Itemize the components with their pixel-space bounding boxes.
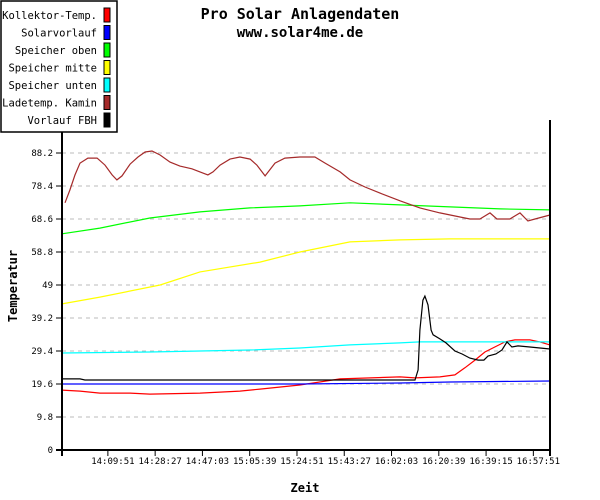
legend-label: Kollektor-Temp. [2,10,97,22]
y-tick-label: 78.4 [31,182,53,192]
x-tick-label: 16:39:15 [469,457,512,467]
series-speicher-unten [61,341,550,354]
y-tick-label: 29.4 [31,347,53,357]
series-kollektor-temp [61,339,551,395]
series-speicher-oben [61,202,551,235]
y-tick-label: 19.6 [31,380,53,390]
y-tick-label: 9.8 [37,413,53,423]
legend-swatch [103,77,111,93]
y-axis-label: Temperatur [6,250,20,322]
x-tick-label: 14:47:03 [186,457,229,467]
x-tick-label: 14:09:51 [91,457,134,467]
series-vorlauf-fbh [62,294,551,381]
x-tick-label: 15:43:27 [328,457,371,467]
y-tick-label: 39.2 [31,314,53,324]
x-tick-label: 14:28:27 [138,457,181,467]
legend-swatch [103,60,111,75]
x-tick-label: 15:05:39 [233,457,276,467]
y-tick-label: 58.8 [31,248,53,258]
legend-swatch [103,112,111,128]
legend-label: Vorlauf FBH [27,115,97,127]
axes: 0 9.8 19.6 29.4 39.2 49 58.8 68.6 78.4 88.2 14:09:… [31,120,560,467]
legend-label: Solarvorlauf [21,28,97,40]
y-tick-label: 88.2 [31,149,53,159]
y-tick-label: 68.6 [31,215,53,225]
legend-label: Speicher oben [15,45,97,57]
series-speicher-mitte [61,238,550,305]
y-tick-label: 0 [48,446,53,456]
legend-swatch [103,42,111,58]
series-ladetemp-kamin [64,150,551,222]
x-tick-label: 16:57:51 [517,457,560,467]
legend-swatch [103,95,111,110]
legend-box [0,0,118,133]
legend-swatch [103,25,111,40]
y-tick-label: 49 [42,281,53,291]
series-solarvorlauf [62,380,551,385]
x-tick-label: 15:24:51 [280,457,323,467]
x-tick-label: 16:02:03 [375,457,418,467]
legend: Kollektor-Temp. Solarvorlauf Speicher oben… [0,0,118,133]
x-axis-label: Zeit [291,481,320,495]
chart-title: Pro Solar Anlagendaten [201,5,400,23]
chart-subtitle: www.solar4me.de [237,25,363,41]
legend-label: Speicher unten [8,80,97,92]
legend-label: Ladetemp. Kamin [2,98,97,110]
x-tick-label: 16:20:39 [422,457,465,467]
gridlines [62,152,550,418]
legend-label: Speicher mitte [8,63,97,75]
series-lines [61,150,551,395]
legend-swatch [103,7,111,23]
